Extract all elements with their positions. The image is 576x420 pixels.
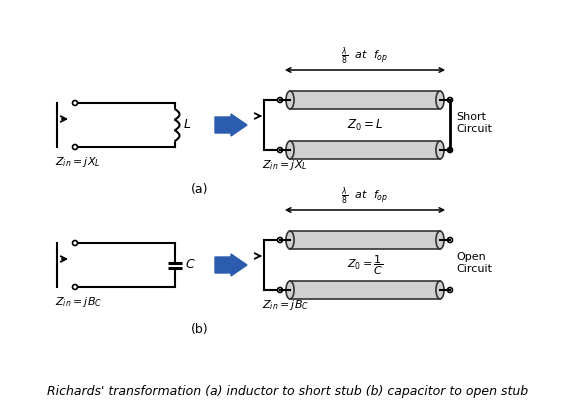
- Text: Short
Circuit: Short Circuit: [456, 112, 492, 134]
- Text: $C$: $C$: [185, 257, 196, 270]
- Bar: [290, 231, 440, 249]
- Text: Open
Circuit: Open Circuit: [456, 252, 492, 274]
- Circle shape: [73, 100, 78, 105]
- Ellipse shape: [286, 141, 294, 159]
- Text: $\frac{\lambda}{8}$  $\it{at}$  $f_{op}$: $\frac{\lambda}{8}$ $\it{at}$ $f_{op}$: [342, 186, 389, 207]
- Text: Richards' transformation (a) inductor to short stub (b) capacitor to open stub: Richards' transformation (a) inductor to…: [47, 385, 529, 398]
- Ellipse shape: [286, 231, 294, 249]
- Bar: [290, 91, 440, 109]
- Ellipse shape: [286, 281, 294, 299]
- Circle shape: [278, 97, 282, 102]
- Ellipse shape: [436, 141, 444, 159]
- Circle shape: [448, 147, 453, 152]
- Text: (a): (a): [191, 184, 209, 197]
- Text: $Z_{in} = jB_C$: $Z_{in} = jB_C$: [55, 295, 102, 309]
- FancyArrow shape: [215, 114, 247, 136]
- Text: $Z_0 = \dfrac{1}{C}$: $Z_0 = \dfrac{1}{C}$: [347, 253, 383, 277]
- Circle shape: [278, 288, 282, 292]
- Circle shape: [278, 147, 282, 152]
- Text: $Z_{in} = jX_L$: $Z_{in} = jX_L$: [55, 155, 100, 169]
- Circle shape: [448, 237, 453, 242]
- Text: $Z_{in} = jB_C$: $Z_{in} = jB_C$: [262, 298, 309, 312]
- Text: (b): (b): [191, 323, 209, 336]
- Circle shape: [73, 144, 78, 150]
- Text: $Z_0 = L$: $Z_0 = L$: [347, 118, 383, 133]
- Ellipse shape: [436, 281, 444, 299]
- Circle shape: [73, 241, 78, 246]
- Circle shape: [448, 288, 453, 292]
- Text: $L$: $L$: [183, 118, 191, 131]
- Ellipse shape: [286, 91, 294, 109]
- Bar: [290, 281, 440, 299]
- Bar: [290, 141, 440, 159]
- Circle shape: [448, 97, 453, 102]
- FancyArrow shape: [215, 254, 247, 276]
- Circle shape: [73, 284, 78, 289]
- Text: $\frac{\lambda}{8}$  $\it{at}$  $f_{op}$: $\frac{\lambda}{8}$ $\it{at}$ $f_{op}$: [342, 45, 389, 67]
- Ellipse shape: [436, 91, 444, 109]
- Ellipse shape: [436, 231, 444, 249]
- Text: $Z_{in} = jX_L$: $Z_{in} = jX_L$: [262, 158, 308, 172]
- Circle shape: [278, 237, 282, 242]
